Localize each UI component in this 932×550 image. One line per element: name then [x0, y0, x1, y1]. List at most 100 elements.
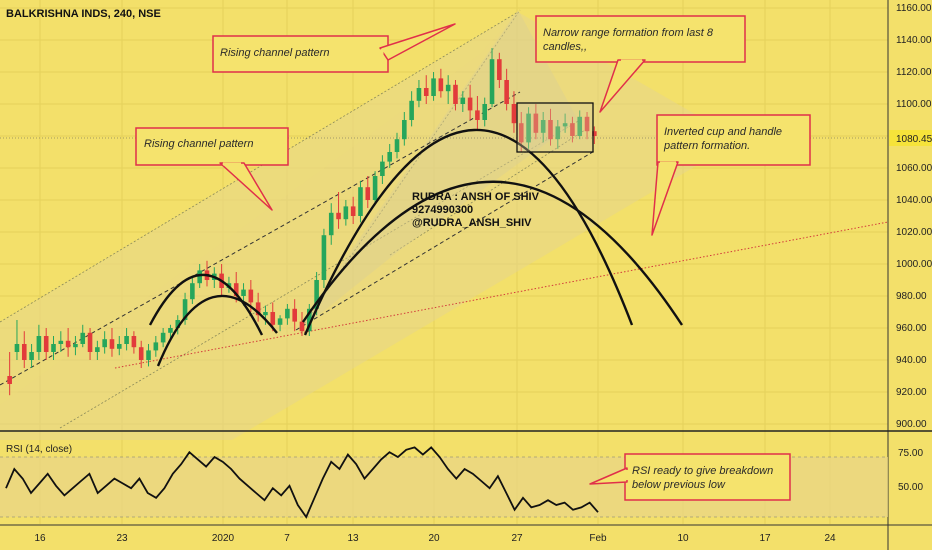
candle-body [438, 78, 444, 92]
price-tick-label: 1020.00 [896, 227, 932, 238]
candle-body [116, 344, 122, 349]
callout-rsi[interactable]: RSI ready to give breakdown below previo… [589, 453, 791, 501]
rsi-line [5, 446, 599, 519]
candle-body [365, 187, 371, 200]
candle-body [482, 104, 488, 120]
candlesticks[interactable] [7, 48, 597, 396]
time-label: Feb [589, 533, 607, 544]
candle-body [109, 339, 115, 349]
rsi-tick-50: 50.00 [898, 482, 923, 493]
candle-body [168, 328, 173, 333]
candle-body [540, 120, 546, 133]
narrow-range-box [516, 102, 594, 153]
candle-body [87, 332, 93, 352]
time-label: 16 [34, 533, 46, 544]
candle-body [80, 332, 86, 344]
candle-body [526, 113, 531, 143]
candle-body [511, 104, 517, 124]
price-axis-bg[interactable] [888, 0, 932, 550]
price-tick-label: 1160.00 [896, 3, 932, 14]
candle-body [423, 88, 429, 96]
candle-body [138, 347, 144, 360]
big-cup-inner [302, 180, 684, 326]
callout-text-line1: Narrow range formation from last 8 [543, 27, 714, 39]
candle-body [43, 336, 49, 352]
callout-text-line2: pattern formation. [663, 140, 750, 152]
callout-rising-channel-top[interactable]: Rising channel pattern [212, 23, 456, 73]
price-tick-label: 940.00 [896, 355, 927, 366]
candle-body [160, 332, 166, 343]
dashed-trendlines [0, 91, 597, 386]
price-tick-label: 1140.00 [896, 35, 932, 46]
candle-body [14, 344, 20, 352]
candle-body [416, 88, 422, 101]
candle-body [387, 152, 393, 162]
candle-body [285, 308, 290, 319]
candle-body [343, 206, 349, 220]
watermark-line2: 9274990300 [412, 204, 473, 216]
candle-body [146, 350, 151, 360]
callout-text-line1: RSI ready to give breakdown [632, 465, 773, 477]
candle-body [65, 340, 71, 348]
candle-body [51, 344, 56, 352]
candle-body [570, 123, 575, 136]
watermark-line3: @RUDRA_ANSH_SHIV [412, 217, 532, 229]
callout-inverted-cup[interactable]: Inverted cup and handle pattern formatio… [651, 114, 811, 236]
time-axis-labels[interactable]: 16 23 2020 7 13 20 27 Feb 10 17 24 [34, 533, 836, 544]
price-tick-label: 980.00 [896, 291, 927, 302]
candle-body [307, 308, 312, 332]
candle-body [358, 187, 363, 216]
price-tick-label: 1100.00 [896, 99, 932, 110]
candle-body [475, 110, 480, 120]
candle-body [233, 283, 239, 296]
candle-body [255, 302, 261, 316]
candle-body [263, 312, 268, 316]
price-tick-label: 1060.00 [896, 163, 932, 174]
callout-narrow-range[interactable]: Narrow range formation from last 8 candl… [535, 15, 746, 113]
candle-body [533, 113, 539, 133]
time-label: 24 [824, 533, 836, 544]
candle-body [548, 120, 553, 140]
callout-text-line2: candles,, [543, 41, 587, 53]
time-label: 10 [677, 533, 689, 544]
price-tick-label: 1120.00 [896, 67, 932, 78]
price-tick-label: 1040.00 [896, 195, 932, 206]
candle-body [7, 376, 12, 384]
candle-body [102, 339, 107, 348]
candle-body [95, 347, 100, 352]
callout-text: Rising channel pattern [144, 138, 253, 150]
candle-body [336, 212, 341, 220]
candle-body [431, 78, 436, 96]
candle-body [453, 84, 458, 104]
watermark-line1: RUDRA : ANSH OF SHIV [412, 191, 540, 203]
rsi-tick-75: 75.00 [898, 448, 923, 459]
callout-text: Rising channel pattern [220, 47, 329, 59]
callout-text-line1: Inverted cup and handle [664, 126, 782, 138]
candle-body [380, 161, 385, 176]
callout-text-line2: below previous low [632, 479, 726, 491]
candle-body [409, 100, 414, 120]
candle-body [489, 59, 495, 104]
candle-body [402, 120, 407, 140]
candle-body [131, 336, 137, 348]
candle-body [36, 336, 42, 352]
candle-body [518, 123, 524, 143]
big-cup-outer [303, 128, 634, 336]
candle-body [73, 344, 78, 348]
price-tick-label: 920.00 [896, 387, 927, 398]
callout-rising-channel-left[interactable]: Rising channel pattern [135, 127, 289, 211]
candle-body [153, 342, 159, 351]
candle-body [277, 318, 283, 325]
watermark: RUDRA : ANSH OF SHIV 9274990300 @RUDRA_A… [412, 191, 540, 229]
candle-body [314, 280, 319, 309]
candle-body [248, 289, 254, 303]
candle-body [394, 139, 400, 152]
candle-body [241, 289, 246, 296]
candle-body [504, 80, 509, 104]
candle-body [190, 283, 195, 300]
small-cup-outer [148, 273, 264, 336]
candle-body [321, 235, 327, 280]
candle-body [270, 312, 276, 325]
time-label: 13 [347, 533, 359, 544]
